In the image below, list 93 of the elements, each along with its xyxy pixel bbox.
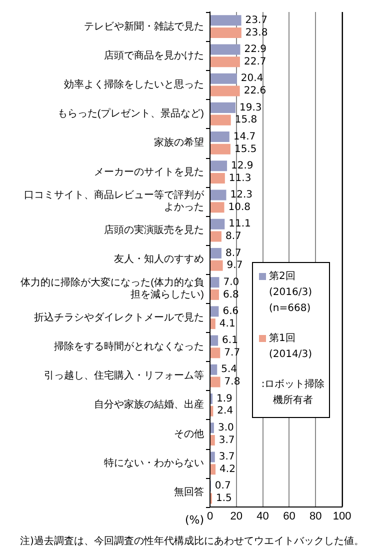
bar (210, 260, 223, 271)
text: 15.5 (234, 144, 257, 155)
text: 5.4 (221, 364, 238, 376)
text: 注)過去調査は、今回調査の性年代構成比にあわせてウエイトバックした値。 (20, 534, 364, 548)
bar (210, 160, 228, 172)
bar (210, 318, 216, 330)
bar (210, 202, 224, 213)
bar (210, 406, 214, 416)
text: 8.7 (225, 248, 242, 259)
bar (210, 231, 222, 242)
text: 2.4 (217, 406, 234, 417)
bar (210, 335, 218, 346)
y-tick-label: 店頭で商品を見かけた (104, 49, 204, 62)
x-tick-label: 100 (332, 510, 352, 522)
legend-label: 第2回 (2016/3) (n=668) (269, 270, 312, 316)
bar (210, 132, 230, 142)
text: 7.7 (224, 347, 240, 358)
bar (210, 144, 230, 154)
text: 15.8 (234, 114, 258, 126)
y-tick-label: 友人・知人のすすめ (114, 253, 204, 266)
text: 12.9 (231, 160, 254, 172)
y-tick-label: 店頭の実演販売を見た (104, 224, 204, 236)
text: 11.1 (228, 218, 251, 230)
y-tick-label: 効率よく掃除をしたいと思った (64, 78, 204, 91)
bar (210, 114, 231, 126)
bar (210, 190, 226, 200)
y-tick-label: 特にない・わからない (104, 456, 204, 469)
bar (210, 173, 225, 184)
y-tick-label: メーカーのサイトを見た (94, 166, 204, 178)
bar (210, 44, 240, 55)
x-tick-label: 40 (256, 510, 269, 522)
y-tick-label: 引っ越し、住宅購入・リフォーム等 (44, 370, 204, 382)
text: 1.5 (216, 493, 232, 504)
text: 22.7 (244, 56, 266, 68)
bar (210, 56, 240, 68)
y-tick-label: 体力的に掃除が大変になった(体力的な負担を減らしたい) (20, 276, 204, 300)
bar (210, 348, 220, 358)
y-tick-label: その他 (174, 428, 204, 440)
y-tick-label: テレビや新聞・雑誌で見た (84, 20, 204, 32)
text: 4.2 (220, 464, 236, 475)
bar (210, 422, 214, 434)
text: 10.8 (228, 202, 251, 213)
x-axis-title: (%) (184, 514, 204, 527)
text: 3.7 (218, 452, 235, 463)
text: 19.3 (239, 102, 262, 114)
y-tick-label: 自分や家族の結婚、出産 (94, 398, 204, 411)
bar (210, 102, 236, 113)
text: 7.0 (223, 276, 240, 288)
y-tick-label: もらった(プレゼント、景品など) (57, 108, 204, 120)
text: 4.1 (219, 318, 236, 330)
x-tick-label: 60 (283, 510, 296, 522)
bar (210, 86, 240, 96)
bar (210, 15, 242, 26)
text: 23.8 (245, 27, 268, 38)
x-tick-label: 0 (206, 510, 214, 522)
bar (210, 364, 218, 375)
legend-label: 第1回 (2014/3) (269, 332, 312, 362)
text: 8.7 (225, 231, 242, 242)
text: 6.8 (222, 289, 239, 300)
y-tick-label: 家族の希望 (154, 136, 204, 149)
y-tick-label: 口コミサイト、商品レビュー等で評判がよかった (24, 188, 205, 213)
text: 20.4 (240, 73, 264, 84)
text: 6.1 (222, 335, 238, 346)
text: 1.9 (216, 393, 232, 404)
bar (210, 218, 225, 230)
x-tick-label: 20 (230, 510, 243, 522)
bar (210, 434, 215, 446)
y-tick-label: 折込チラシやダイレクトメールで見た (34, 311, 204, 324)
text: 0.7 (214, 480, 231, 492)
bar (210, 27, 242, 38)
bar (210, 277, 220, 288)
text: 3.7 (218, 434, 235, 446)
text: 3.0 (218, 422, 234, 434)
text: 6.6 (222, 306, 239, 318)
text: 7.8 (224, 376, 240, 388)
x-tick-label: 80 (309, 510, 322, 522)
bar (210, 452, 215, 462)
text: 12.3 (230, 190, 252, 201)
text: 9.7 (226, 260, 243, 272)
y-tick-label: 掃除をする時間がとれなくなった (54, 340, 204, 352)
bar (210, 248, 222, 258)
text: 11.3 (228, 172, 252, 184)
text: 23.7 (245, 14, 268, 26)
text: 22.9 (244, 44, 266, 56)
bar (210, 306, 219, 317)
bar (210, 376, 220, 388)
y-tick-label: 無回答 (174, 486, 204, 498)
bar (210, 289, 219, 300)
bar (210, 73, 237, 84)
bar (210, 464, 216, 475)
text: 14.7 (233, 131, 256, 142)
annotation: :ロボット掃除機所有者 (260, 378, 326, 408)
text: 22.6 (244, 86, 266, 97)
